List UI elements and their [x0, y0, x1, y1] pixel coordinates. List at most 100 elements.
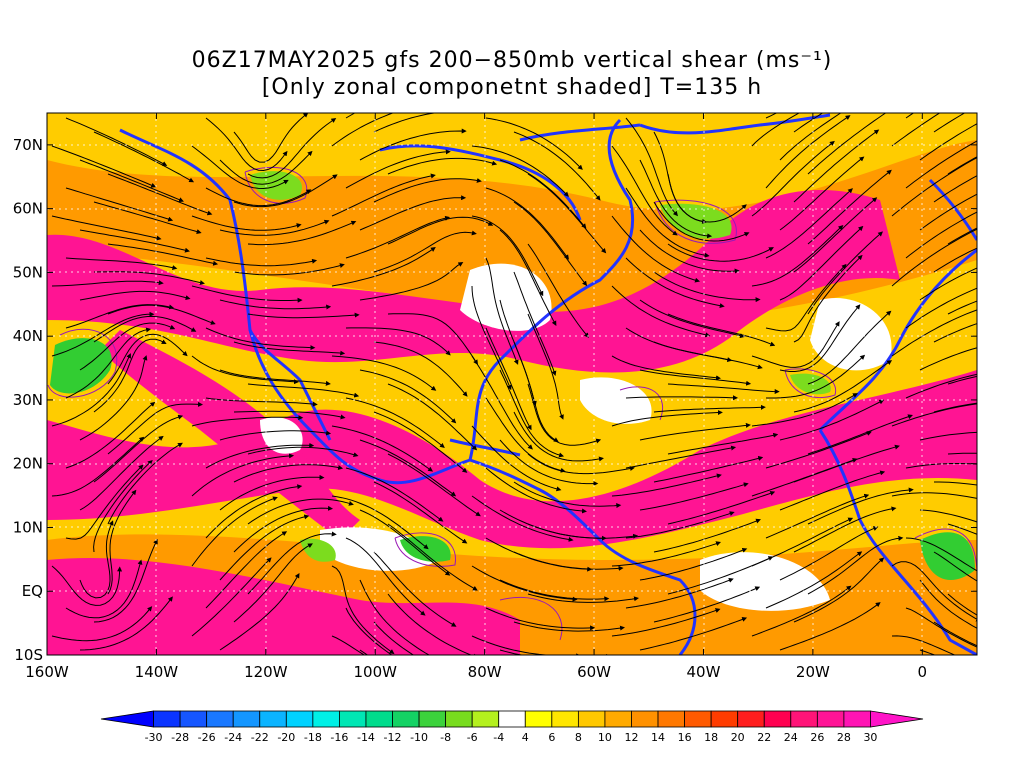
streamline	[485, 327, 532, 431]
streamline	[79, 596, 173, 651]
streamline	[513, 411, 604, 462]
streamline	[387, 523, 478, 591]
streamline	[891, 561, 977, 622]
streamline	[219, 150, 313, 185]
streamline	[191, 145, 289, 190]
streamline	[219, 430, 332, 441]
streamline	[471, 285, 512, 391]
streamline	[779, 225, 864, 301]
streamline	[331, 635, 365, 655]
streamline	[639, 159, 713, 239]
streamline	[793, 254, 863, 343]
streamline	[219, 219, 330, 236]
colorbar-swatch	[790, 710, 818, 728]
streamline	[219, 299, 332, 310]
streamline	[793, 360, 893, 413]
streamline	[751, 321, 840, 368]
streamline	[387, 593, 479, 655]
streamline	[933, 402, 977, 413]
streamline	[387, 453, 481, 517]
streamline	[191, 285, 303, 303]
streamline	[751, 113, 800, 147]
colorbar-label: 12	[624, 731, 638, 744]
streamline	[65, 257, 178, 271]
colorbar-arrow-right	[870, 710, 924, 728]
streamline	[471, 425, 562, 492]
streamline	[779, 399, 885, 441]
streamline	[373, 411, 468, 473]
streamline	[233, 113, 309, 163]
plot-frame	[46, 112, 978, 656]
colorbar-swatch	[737, 710, 765, 728]
streamline	[233, 505, 333, 553]
streamline	[345, 327, 451, 356]
streamline	[331, 355, 437, 391]
streamline	[247, 117, 337, 179]
streamline	[373, 113, 483, 133]
streamline	[107, 243, 219, 266]
colorbar-label: 30	[863, 731, 877, 744]
y-tick-label: 40N	[13, 327, 43, 345]
colorbar-swatch	[206, 710, 234, 728]
streamline	[905, 607, 977, 648]
streamline	[499, 159, 587, 229]
x-tick-label: 60W	[577, 663, 611, 681]
streamline	[765, 551, 863, 609]
streamline	[947, 375, 977, 385]
streamline	[891, 635, 956, 655]
streamline	[905, 373, 977, 399]
colorbar-swatch	[551, 710, 579, 728]
streamline	[373, 230, 477, 273]
streamline	[765, 113, 778, 119]
streamline	[93, 315, 197, 343]
streamline	[807, 231, 883, 315]
streamline	[751, 585, 852, 637]
streamline	[639, 422, 751, 441]
streamline	[471, 635, 582, 655]
streamline	[205, 397, 318, 407]
streamline	[233, 543, 313, 623]
streamline	[765, 431, 872, 469]
streamline	[191, 415, 304, 427]
streamline	[51, 353, 131, 427]
streamline	[107, 173, 213, 216]
colorbar-label: 10	[598, 731, 612, 744]
streamline	[779, 602, 881, 651]
streamline	[765, 115, 851, 189]
streamline	[191, 496, 278, 567]
streamline	[233, 341, 346, 356]
streamline	[933, 247, 977, 273]
streamline	[191, 215, 302, 231]
streamline	[247, 498, 354, 525]
streamline	[359, 439, 457, 497]
colorbar-swatch	[498, 710, 526, 728]
x-tick-label: 160W	[25, 663, 69, 681]
streamline	[107, 401, 203, 455]
streamline	[807, 113, 887, 175]
streamline	[793, 113, 824, 133]
streamline	[247, 531, 337, 595]
streamline	[65, 187, 174, 222]
streamline	[219, 474, 325, 511]
streamline	[751, 393, 858, 427]
streamline	[499, 369, 565, 458]
colorbar-label: -28	[171, 731, 189, 744]
streamline	[793, 129, 880, 203]
streamline	[331, 565, 395, 655]
graticule	[47, 113, 977, 655]
streamline	[905, 211, 977, 259]
streamline	[79, 435, 164, 511]
streamline	[513, 131, 601, 201]
colorbar-swatch	[524, 710, 553, 728]
streamline	[779, 470, 886, 511]
streamline	[205, 327, 316, 351]
streamline	[51, 436, 145, 497]
colorbar-label: -6	[467, 731, 478, 744]
streamline	[359, 195, 467, 231]
colorbar-label: -30	[145, 731, 163, 744]
streamline	[751, 225, 844, 287]
streamline	[359, 128, 467, 161]
streamline	[499, 439, 599, 487]
streamline	[891, 403, 977, 427]
colorbar-swatch	[179, 710, 208, 728]
